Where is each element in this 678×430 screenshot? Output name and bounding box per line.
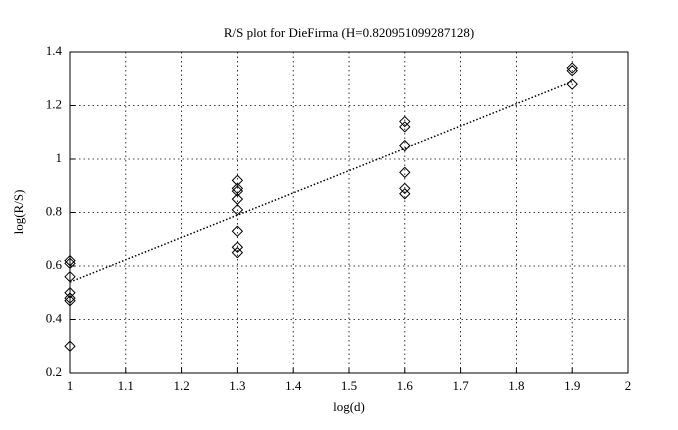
point: [64, 254, 76, 267]
x-tick-label: 1.9: [564, 378, 580, 393]
x-tick-label: 1.2: [173, 378, 189, 393]
y-tick-label: 1.2: [46, 96, 62, 111]
point: [399, 182, 411, 195]
point: [231, 241, 244, 253]
point: [231, 204, 244, 216]
x-tick-label: 1: [67, 378, 74, 393]
x-tick-label: 1.1: [118, 378, 134, 393]
x-tick-label: 2: [625, 378, 632, 393]
y-tick-label: 1: [56, 150, 63, 165]
point: [64, 257, 76, 270]
fit-line: [69, 80, 573, 283]
y-tick-label: 0.6: [46, 257, 63, 272]
point: [231, 246, 244, 259]
point: [399, 139, 411, 152]
y-tick-label: 0.8: [46, 203, 62, 218]
point: [566, 65, 578, 77]
x-tick-label: 1.6: [397, 378, 414, 393]
point: [64, 295, 76, 307]
y-tick-label: 1.4: [46, 43, 63, 58]
chart-title: R/S plot for DieFirma (H=0.8209510992871…: [224, 25, 474, 40]
x-tick-label: 1.4: [285, 378, 302, 393]
point: [399, 188, 411, 200]
x-tick-label: 1.5: [341, 378, 357, 393]
x-axis-label: log(d): [333, 399, 365, 414]
point: [64, 292, 76, 304]
point: [64, 340, 76, 352]
point: [231, 225, 244, 237]
y-tick-label: 0.2: [46, 364, 62, 379]
x-tick-label: 1.8: [508, 378, 524, 393]
plot-frame: [69, 51, 629, 374]
point: [566, 62, 578, 74]
y-axis-label: log(R/S): [11, 190, 26, 235]
y-tick-label: 0.4: [46, 310, 63, 325]
point: [64, 287, 76, 299]
point: [399, 166, 411, 179]
point: [231, 185, 244, 197]
x-tick-label: 1.7: [452, 378, 469, 393]
point: [399, 115, 411, 128]
x-tick-label: 1.3: [229, 378, 245, 393]
point: [566, 78, 578, 90]
point: [399, 121, 411, 133]
